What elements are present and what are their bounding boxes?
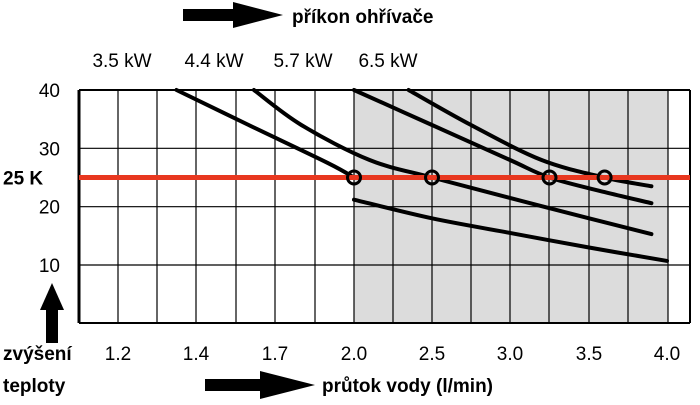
series-curve — [352, 88, 654, 206]
x-tick-label: 4.0 — [654, 344, 680, 365]
x-axis-label: průtok vody (l/min) — [322, 376, 493, 397]
y-axis-label-group: zvýšení teploty — [3, 283, 72, 397]
arrow-up-icon — [40, 283, 64, 343]
intersection-marker — [596, 169, 613, 186]
intersection-marker — [541, 169, 558, 186]
intersection-marker — [346, 169, 362, 186]
series-label: 6.5 kW — [358, 51, 417, 72]
x-tick-label: 1.4 — [183, 344, 210, 365]
x-tick-label: 1.7 — [262, 344, 288, 365]
chart-title: příkon ohřívače — [292, 7, 434, 28]
plot-area: 40 30 20 10 1.2 1.4 1.7 2.0 2.5 3.0 3.5 4.0 3.5 kW 4.… — [3, 51, 691, 365]
y-axis-label-line-1: zvýšení — [3, 344, 72, 365]
x-tick-label: 3.0 — [497, 344, 523, 365]
y-tick-label: 40 — [39, 81, 60, 102]
reference-line-label: 25 K — [3, 169, 43, 190]
x-tick-label: 2.5 — [419, 344, 445, 365]
intersection-marker — [424, 169, 440, 186]
arrow-right-icon — [183, 2, 283, 28]
y-axis-label-line-2: teploty — [3, 376, 66, 397]
arrow-right-icon — [205, 371, 315, 399]
y-tick-label: 20 — [39, 198, 60, 219]
x-tick-label: 3.5 — [576, 344, 602, 365]
x-tick-label: 1.2 — [105, 344, 131, 365]
y-tick-label: 30 — [39, 139, 60, 160]
series-label: 4.4 kW — [184, 51, 243, 72]
series-curve — [174, 88, 356, 180]
series-label: 3.5 kW — [92, 51, 151, 72]
y-tick-label: 10 — [39, 256, 60, 277]
x-axis-label-group: průtok vody (l/min) — [205, 371, 493, 399]
heater-power-header: příkon ohřívače — [183, 2, 434, 28]
series-curve — [406, 88, 654, 189]
x-tick-label: 2.0 — [341, 344, 367, 365]
series-label: 5.7 kW — [273, 51, 332, 72]
series-curve — [352, 197, 669, 263]
